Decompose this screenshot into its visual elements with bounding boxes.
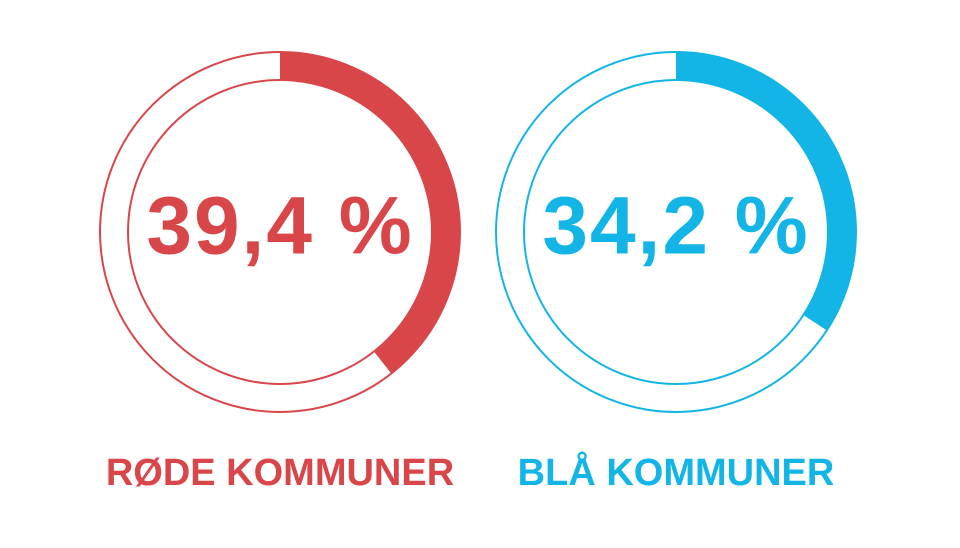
value-label: 34,2 % <box>542 181 809 272</box>
gauge-arc <box>280 52 461 374</box>
gauge-title: RØDE KOMMUNER <box>106 452 454 494</box>
value-label: 39,4 % <box>146 181 413 272</box>
gauge-arc <box>676 52 857 331</box>
gauge-title: BLÅ KOMMUNER <box>518 450 835 494</box>
